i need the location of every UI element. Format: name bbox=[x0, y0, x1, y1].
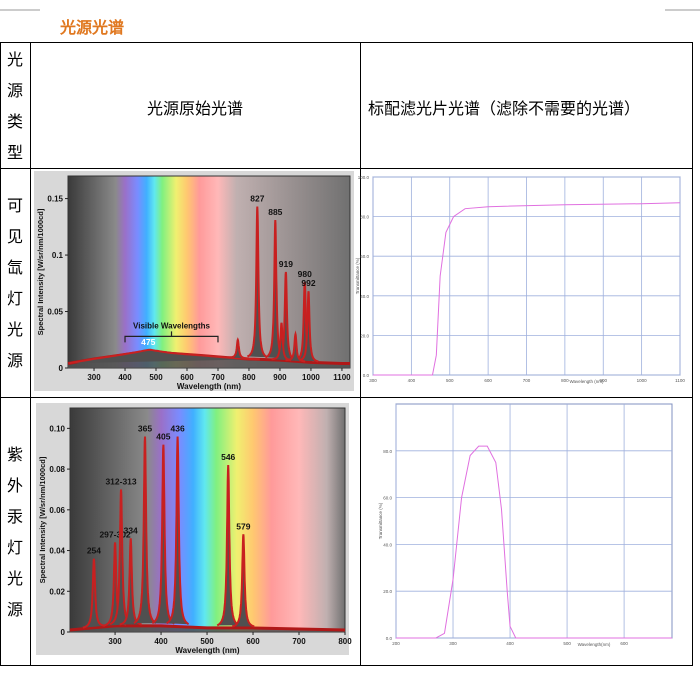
x-tick-label: 1100 bbox=[675, 378, 685, 383]
y-tick-label: 0.05 bbox=[47, 308, 63, 317]
x-tick-label: 900 bbox=[273, 373, 287, 382]
transmission-curve bbox=[396, 445, 672, 639]
x-axis-title: Wavelength(nm) bbox=[578, 642, 611, 647]
peak-label: 365 bbox=[138, 424, 152, 434]
plot-background bbox=[69, 407, 346, 633]
peak-label: 297-302 bbox=[99, 529, 130, 539]
y-tick-label: 0.10 bbox=[49, 424, 65, 433]
spectral-peak bbox=[133, 436, 157, 624]
y-tick-label: 20.0 bbox=[383, 589, 392, 594]
x-axis-title: Wavelength (nm) bbox=[175, 646, 239, 655]
peak-label: 546 bbox=[221, 452, 235, 462]
y-axis-title: Spectral Intensity [W/sr/nm/1000cd] bbox=[36, 208, 45, 335]
x-tick-label: 300 bbox=[449, 641, 457, 646]
table-borders bbox=[0, 42, 693, 666]
y-tick-label: 0.02 bbox=[49, 587, 65, 596]
x-tick-label: 800 bbox=[242, 373, 256, 382]
x-tick-label: 600 bbox=[246, 637, 260, 646]
x-tick-label: 500 bbox=[563, 641, 571, 646]
x-tick-label: 300 bbox=[369, 378, 377, 383]
y-tick-label: 100.0 bbox=[358, 175, 370, 180]
spectral-peak bbox=[166, 436, 190, 626]
peak-label: 436 bbox=[171, 424, 185, 434]
y-tick-label: 0.04 bbox=[49, 547, 65, 556]
heading: 光源光谱 bbox=[59, 18, 124, 37]
peak-label: 312-313 bbox=[105, 476, 136, 486]
header-cell: 标配滤光片光谱（滤除不需要的光谱） bbox=[368, 99, 641, 118]
header-cell: 光源原始光谱 bbox=[146, 99, 243, 118]
annotation: Visible Wavelengths bbox=[133, 321, 210, 330]
peak-label: 827 bbox=[250, 193, 264, 203]
x-tick-label: 1000 bbox=[637, 378, 648, 383]
x-tick-label: 200 bbox=[392, 641, 400, 646]
row-label: 紫外汞灯光源 bbox=[6, 444, 23, 619]
transmission-curve bbox=[373, 202, 681, 376]
y-axis-title: Transmittance (%) bbox=[355, 257, 360, 294]
y-tick-label: 0.08 bbox=[49, 465, 65, 474]
x-tick-label: 500 bbox=[446, 378, 454, 383]
x-tick-label: 600 bbox=[620, 641, 628, 646]
x-tick-label: 600 bbox=[180, 373, 194, 382]
spectral-peak bbox=[298, 291, 319, 363]
spectral-peak bbox=[82, 558, 105, 629]
spectral-peak bbox=[216, 464, 240, 627]
peak-label: 992 bbox=[301, 278, 315, 288]
spectral-peak bbox=[231, 534, 255, 628]
y-tick-label: 80.0 bbox=[383, 449, 392, 454]
y-tick-label: 0 bbox=[61, 628, 66, 637]
header-cell: 光源类型 bbox=[6, 50, 23, 162]
peak-label: 980 bbox=[298, 269, 312, 279]
x-axis-title: Wavelength (nm) bbox=[177, 382, 241, 391]
x-tick-label: 800 bbox=[561, 378, 569, 383]
peak-label: 254 bbox=[87, 546, 101, 556]
y-tick-label: 80.0 bbox=[360, 215, 369, 220]
peak-label: 919 bbox=[279, 259, 293, 269]
x-tick-label: 800 bbox=[338, 637, 352, 646]
y-tick-label: 0.0 bbox=[363, 373, 370, 378]
y-tick-label: 0.0 bbox=[386, 636, 393, 641]
x-tick-label: 1100 bbox=[333, 373, 351, 382]
peak-label: 405 bbox=[156, 432, 170, 442]
x-tick-label: 500 bbox=[149, 373, 163, 382]
y-tick-label: 40.0 bbox=[383, 542, 392, 547]
peak-label: 334 bbox=[124, 525, 138, 535]
peak-label: 579 bbox=[236, 521, 250, 531]
spectral-peak bbox=[246, 206, 268, 359]
x-tick-label: 700 bbox=[292, 637, 306, 646]
x-tick-label: 300 bbox=[108, 637, 122, 646]
y-tick-label: 60.0 bbox=[360, 254, 369, 259]
y-tick-label: 20.0 bbox=[360, 333, 369, 338]
annotation-bracket bbox=[124, 331, 219, 343]
y-axis-title: Spectral Intensity [W/sr/nm/1000cd] bbox=[38, 456, 47, 583]
y-tick-label: 0.06 bbox=[49, 506, 65, 515]
plot-area bbox=[395, 403, 673, 639]
y-tick-label: 40.0 bbox=[360, 294, 369, 299]
x-tick-label: 700 bbox=[523, 378, 531, 383]
x-tick-label: 600 bbox=[484, 378, 492, 383]
spectrum-baseline bbox=[69, 624, 346, 632]
y-tick-label: 60.0 bbox=[383, 496, 392, 501]
x-tick-label: 400 bbox=[154, 637, 168, 646]
x-axis-title: Wavelength (nm) bbox=[569, 379, 604, 384]
y-tick-label: 0 bbox=[59, 364, 64, 373]
spectral-peak bbox=[227, 337, 248, 360]
x-tick-label: 300 bbox=[87, 373, 101, 382]
row-label: 可见氙灯光源 bbox=[6, 196, 23, 370]
x-tick-label: 400 bbox=[506, 641, 514, 646]
spectral-peak bbox=[285, 330, 306, 363]
y-tick-label: 0.15 bbox=[47, 195, 63, 204]
peak-label: 885 bbox=[268, 207, 282, 217]
y-axis-title: Transmittance (%) bbox=[378, 502, 383, 539]
x-tick-label: 900 bbox=[599, 378, 607, 383]
x-tick-label: 400 bbox=[408, 378, 416, 383]
y-tick-label: 0.1 bbox=[52, 251, 64, 260]
peak-label: 475 bbox=[141, 337, 155, 347]
x-tick-label: 500 bbox=[200, 637, 214, 646]
x-tick-label: 400 bbox=[118, 373, 132, 382]
x-tick-label: 1000 bbox=[302, 373, 320, 382]
x-tick-label: 700 bbox=[211, 373, 225, 382]
